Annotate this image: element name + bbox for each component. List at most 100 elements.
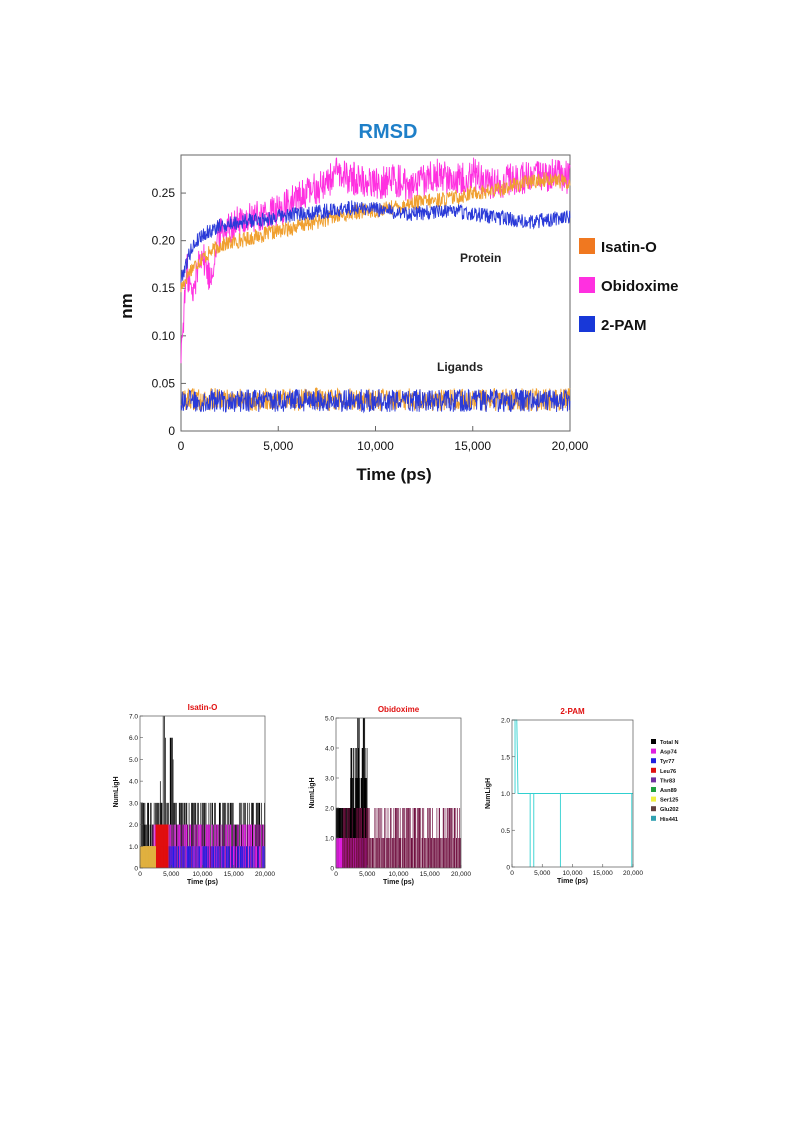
rmsd-chart: RMSD 0 5,000 10,000 15,000 20,000 0 0.05 0.10 0.… [117, 121, 679, 484]
hbond-panel-isatin-o: Isatin-O 0 1.0 2.0 3.0 4.0 5.0 6.0 7.0 0 5,000 10,0… [113, 703, 275, 886]
rmsd-y-tick-label: 0.25 [152, 186, 176, 200]
rmsd-x-axis-label: Time (ps) [356, 465, 431, 484]
hbond-legend-label: Glu202 [660, 807, 679, 813]
hbond-legend-label: Tyr77 [660, 759, 675, 765]
rmsd-y-tick-label: 0.15 [152, 281, 176, 295]
hbond-y-tick-label: 6.0 [129, 735, 138, 742]
hbond-x-tick-label: 15,000 [593, 870, 613, 877]
rmsd-annotation-protein: Protein [460, 251, 501, 265]
hbond-legend-label: Thr83 [660, 778, 675, 784]
rmsd-y-tick-label: 0 [168, 424, 175, 438]
hbond-legend-swatch [651, 767, 656, 773]
hbond-panel-frame [139, 715, 266, 869]
rmsd-x-tick-label: 10,000 [357, 439, 394, 453]
hbond-x-tick-label: 20,000 [451, 871, 471, 878]
hbond-x-tick-label: 5,000 [359, 871, 376, 878]
hbond-panel-title: Isatin-O [188, 703, 218, 712]
hbond-y-axis-label: NumLigH [485, 778, 492, 809]
hbond-y-tick-label: 2.0 [129, 822, 138, 829]
hbond-panel-title: 2-PAM [560, 707, 585, 716]
rmsd-x-tick-label: 5,000 [263, 439, 293, 453]
hbond-panel-frame [335, 717, 462, 869]
rmsd-legend-swatch [579, 316, 595, 332]
hbond-x-axis-label: Time (ps) [187, 879, 218, 886]
hbond-y-tick-label: 0 [506, 865, 510, 872]
hbond-x-axis-label: Time (ps) [383, 879, 414, 886]
rmsd-legend: Isatin-O Obidoxime 2-PAM [579, 238, 679, 334]
rmsd-legend-label: Obidoxime [601, 278, 679, 295]
rmsd-series-line-2-pam-ligands [180, 388, 571, 414]
hbond-x-tick-label: 10,000 [193, 871, 213, 878]
hbond-legend-swatch [651, 739, 656, 744]
hbond-legend-label: Leu76 [660, 769, 676, 775]
hbond-y-tick-label: 3.0 [325, 776, 334, 783]
hbond-y-tick-label: 4.0 [325, 746, 334, 753]
hbond-y-tick-label: 2.0 [501, 718, 510, 725]
rmsd-annotation-ligands: Ligands [437, 360, 483, 374]
hbond-legend-swatch [651, 758, 656, 764]
hbond-panel-marks [335, 718, 461, 868]
hbond-legend: Total N Asp74 Tyr77 Leu76 Thr83 Asn89 Ser125 Gl… [651, 739, 679, 823]
hbond-legend-swatch [651, 777, 656, 783]
hbond-y-tick-label: 5.0 [325, 716, 334, 723]
hbond-y-tick-label: 0 [134, 866, 138, 873]
hbond-panel-frame [511, 719, 634, 868]
hbond-y-tick-label: 2.0 [325, 806, 334, 813]
hbond-x-tick-label: 10,000 [389, 871, 409, 878]
hbond-y-tick-label: 5.0 [129, 757, 138, 764]
rmsd-legend-label: 2-PAM [601, 317, 647, 334]
rmsd-series-lines [180, 157, 571, 414]
rmsd-series-line-isatin-o-protein [180, 172, 571, 293]
hbond-x-tick-label: 5,000 [163, 871, 180, 878]
hbond-x-tick-label: 10,000 [563, 870, 583, 877]
hbond-legend-swatch [651, 815, 656, 821]
hbond-y-tick-label: 7.0 [129, 714, 138, 721]
hbond-panel-obidoxime: Obidoxime 0 1.0 2.0 3.0 4.0 5.0 0 5,000 10,000 15,… [309, 705, 471, 886]
hbond-y-axis-label: NumLigH [309, 777, 316, 808]
hbond-legend-swatch [651, 787, 656, 792]
hbond-legend-label: Asp74 [660, 750, 678, 756]
hbond-y-tick-label: 1.0 [129, 844, 138, 851]
hbond-y-axis-label: NumLigH [113, 776, 120, 807]
rmsd-chart-title: RMSD [359, 121, 418, 143]
hbond-y-tick-label: 0.5 [501, 828, 510, 835]
hbond-y-tick-label: 4.0 [129, 779, 138, 786]
rmsd-legend-swatch [579, 238, 595, 254]
hbond-x-tick-label: 5,000 [534, 870, 551, 877]
rmsd-axis-ticks: 0 5,000 10,000 15,000 20,000 0 0.05 0.10 0.15 0.2… [152, 186, 589, 453]
hbond-x-tick-label: 0 [510, 870, 514, 877]
rmsd-y-axis-label: nm [117, 293, 136, 319]
hbond-legend-swatch [651, 796, 656, 802]
hbond-panel-title: Obidoxime [378, 705, 420, 714]
hbond-x-tick-label: 0 [138, 871, 142, 878]
hbond-x-tick-label: 15,000 [224, 871, 244, 878]
hbond-line-his441 [512, 719, 633, 794]
hbond-x-tick-label: 15,000 [420, 871, 440, 878]
rmsd-y-tick-label: 0.05 [152, 376, 176, 390]
rmsd-x-tick-label: 20,000 [552, 439, 589, 453]
hbond-y-tick-label: 1.5 [501, 754, 510, 761]
hbond-legend-label: His441 [660, 817, 678, 823]
hbond-legend-label: Total N [660, 740, 679, 746]
hbond-legend-label: Ser125 [660, 798, 678, 804]
rmsd-series-line-2-pam-protein [180, 200, 571, 283]
hbond-x-tick-label: 20,000 [255, 871, 275, 878]
hbond-x-tick-label: 20,000 [623, 870, 643, 877]
hbond-legend-swatch [651, 806, 656, 812]
hbond-y-tick-label: 1.0 [501, 791, 510, 798]
rmsd-legend-label: Isatin-O [601, 239, 657, 256]
rmsd-x-tick-label: 0 [178, 439, 185, 453]
hbond-panel-marks [139, 716, 266, 868]
rmsd-y-tick-label: 0.20 [152, 234, 176, 248]
hbond-panel-marks [512, 719, 633, 867]
hbond-legend-swatch [651, 748, 656, 754]
rmsd-x-tick-label: 15,000 [454, 439, 491, 453]
hbond-y-tick-label: 0 [330, 866, 334, 873]
hbond-legend-label: Asn89 [660, 788, 677, 794]
hbond-x-axis-label: Time (ps) [557, 878, 588, 885]
hbond-y-tick-label: 1.0 [325, 836, 334, 843]
hbond-panel-2-pam: 2-PAM 0 0.5 1.0 1.5 2.0 0 5,000 10,000 15,000 20,0… [485, 707, 643, 885]
hbond-y-tick-label: 3.0 [129, 800, 138, 807]
hbond-x-tick-label: 0 [334, 871, 338, 878]
rmsd-y-tick-label: 0.10 [152, 329, 176, 343]
